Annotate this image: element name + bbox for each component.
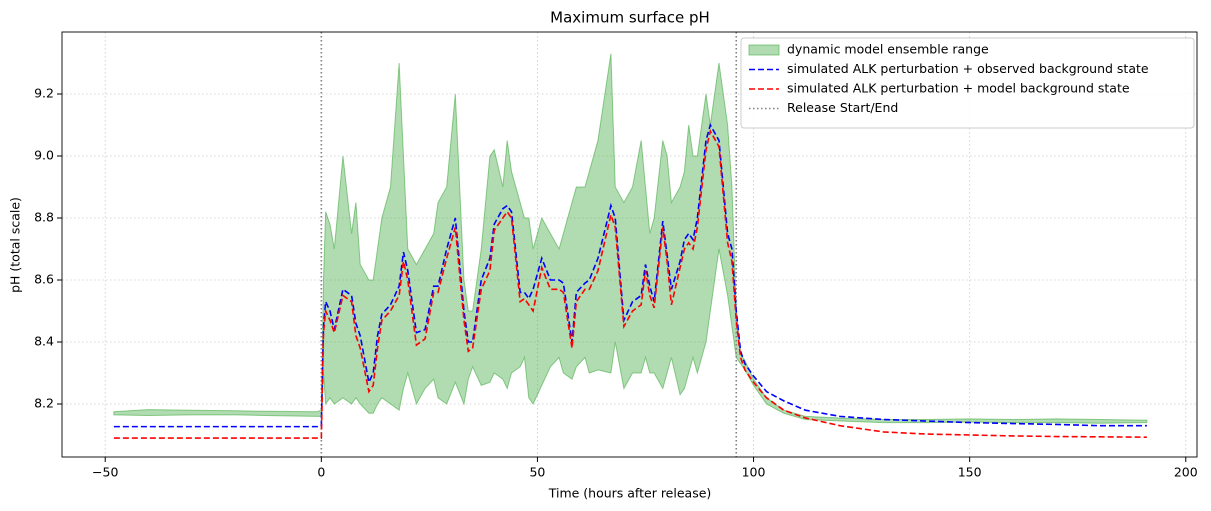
x-tick-label: −50 [92,465,118,480]
ensemble-band [113,53,1148,424]
legend-label: simulated ALK perturbation + observed ba… [787,61,1149,76]
legend-box [740,37,1195,129]
legend-label: simulated ALK perturbation + model backg… [787,81,1130,96]
legend-swatch [748,44,780,56]
plot-frame [61,31,1198,458]
x-tick-label: 0 [317,465,325,480]
y-tick-label: 8.8 [34,209,54,224]
x-tick-label: 150 [958,465,982,480]
legend-label: dynamic model ensemble range [787,42,989,57]
legend-label: Release Start/End [787,100,898,115]
x-tick-label: 50 [529,465,545,480]
y-tick-label: 9.0 [34,147,54,162]
x-axis-label: Time (hours after release) [548,486,712,501]
y-tick-label: 8.6 [34,271,54,286]
x-tick-label: 100 [742,465,766,480]
series-line [113,128,1147,439]
y-tick-label: 8.4 [34,333,54,348]
chart-title: Maximum surface pH [550,9,710,27]
y-tick-label: 8.2 [34,395,54,410]
y-tick-label: 9.2 [34,85,54,100]
y-axis-label: pH (total scale) [8,197,23,293]
x-tick-label: 200 [1174,465,1198,480]
